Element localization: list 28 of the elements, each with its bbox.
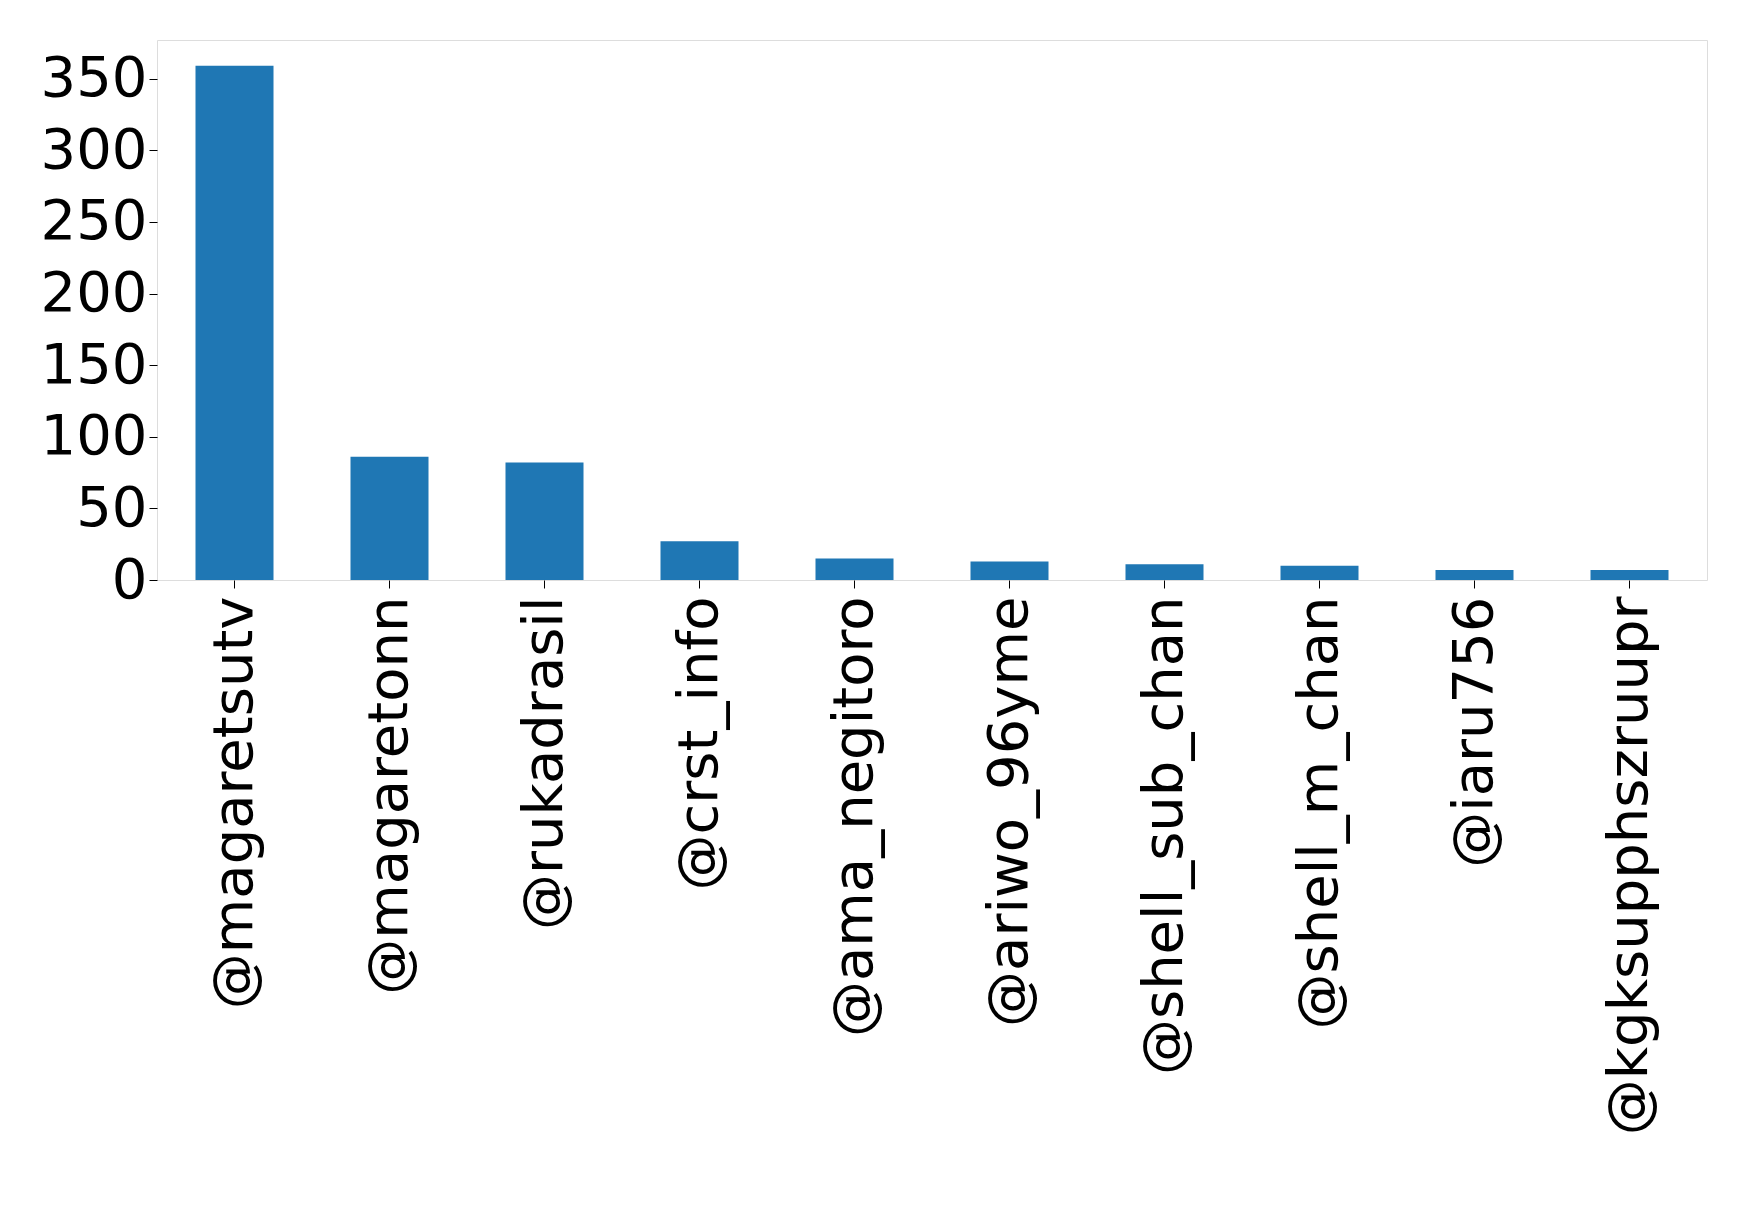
- bar: [1125, 564, 1204, 580]
- x-tick-label: @ariwo_96yme: [974, 596, 1040, 1027]
- x-tick-label: @shell_m_chan: [1284, 596, 1350, 1030]
- bar: [1590, 569, 1669, 580]
- x-tick-label: @kgksupphszruupr: [1594, 595, 1660, 1136]
- bar: [505, 462, 584, 580]
- y-tick-label: 150: [40, 330, 148, 396]
- y-tick-label: 350: [40, 44, 148, 110]
- y-tick-label: 300: [40, 115, 148, 181]
- x-tick-label: @magaretsutv: [199, 596, 265, 1010]
- x-tick-label: @rukadrasil: [509, 596, 575, 930]
- y-tick-label: 50: [76, 473, 148, 539]
- x-tick-label: @crst_info: [664, 596, 730, 891]
- x-tick-label: @shell_sub_chan: [1129, 596, 1195, 1076]
- bar: [1435, 569, 1514, 580]
- bar: [660, 541, 739, 580]
- bar: [970, 561, 1049, 580]
- bar: [350, 456, 429, 580]
- y-tick-label: 200: [40, 259, 148, 325]
- bar: [195, 65, 274, 580]
- x-tick-label: @magaretonn: [354, 596, 420, 995]
- y-tick-label: 250: [40, 187, 148, 253]
- x-tick-label: @ama_negitoro: [819, 596, 885, 1038]
- y-tick-label: 0: [111, 545, 148, 611]
- bar: [1280, 565, 1359, 580]
- x-tick-label: @iaru756: [1439, 596, 1505, 868]
- bar: [815, 558, 894, 580]
- y-tick-label: 100: [40, 402, 148, 468]
